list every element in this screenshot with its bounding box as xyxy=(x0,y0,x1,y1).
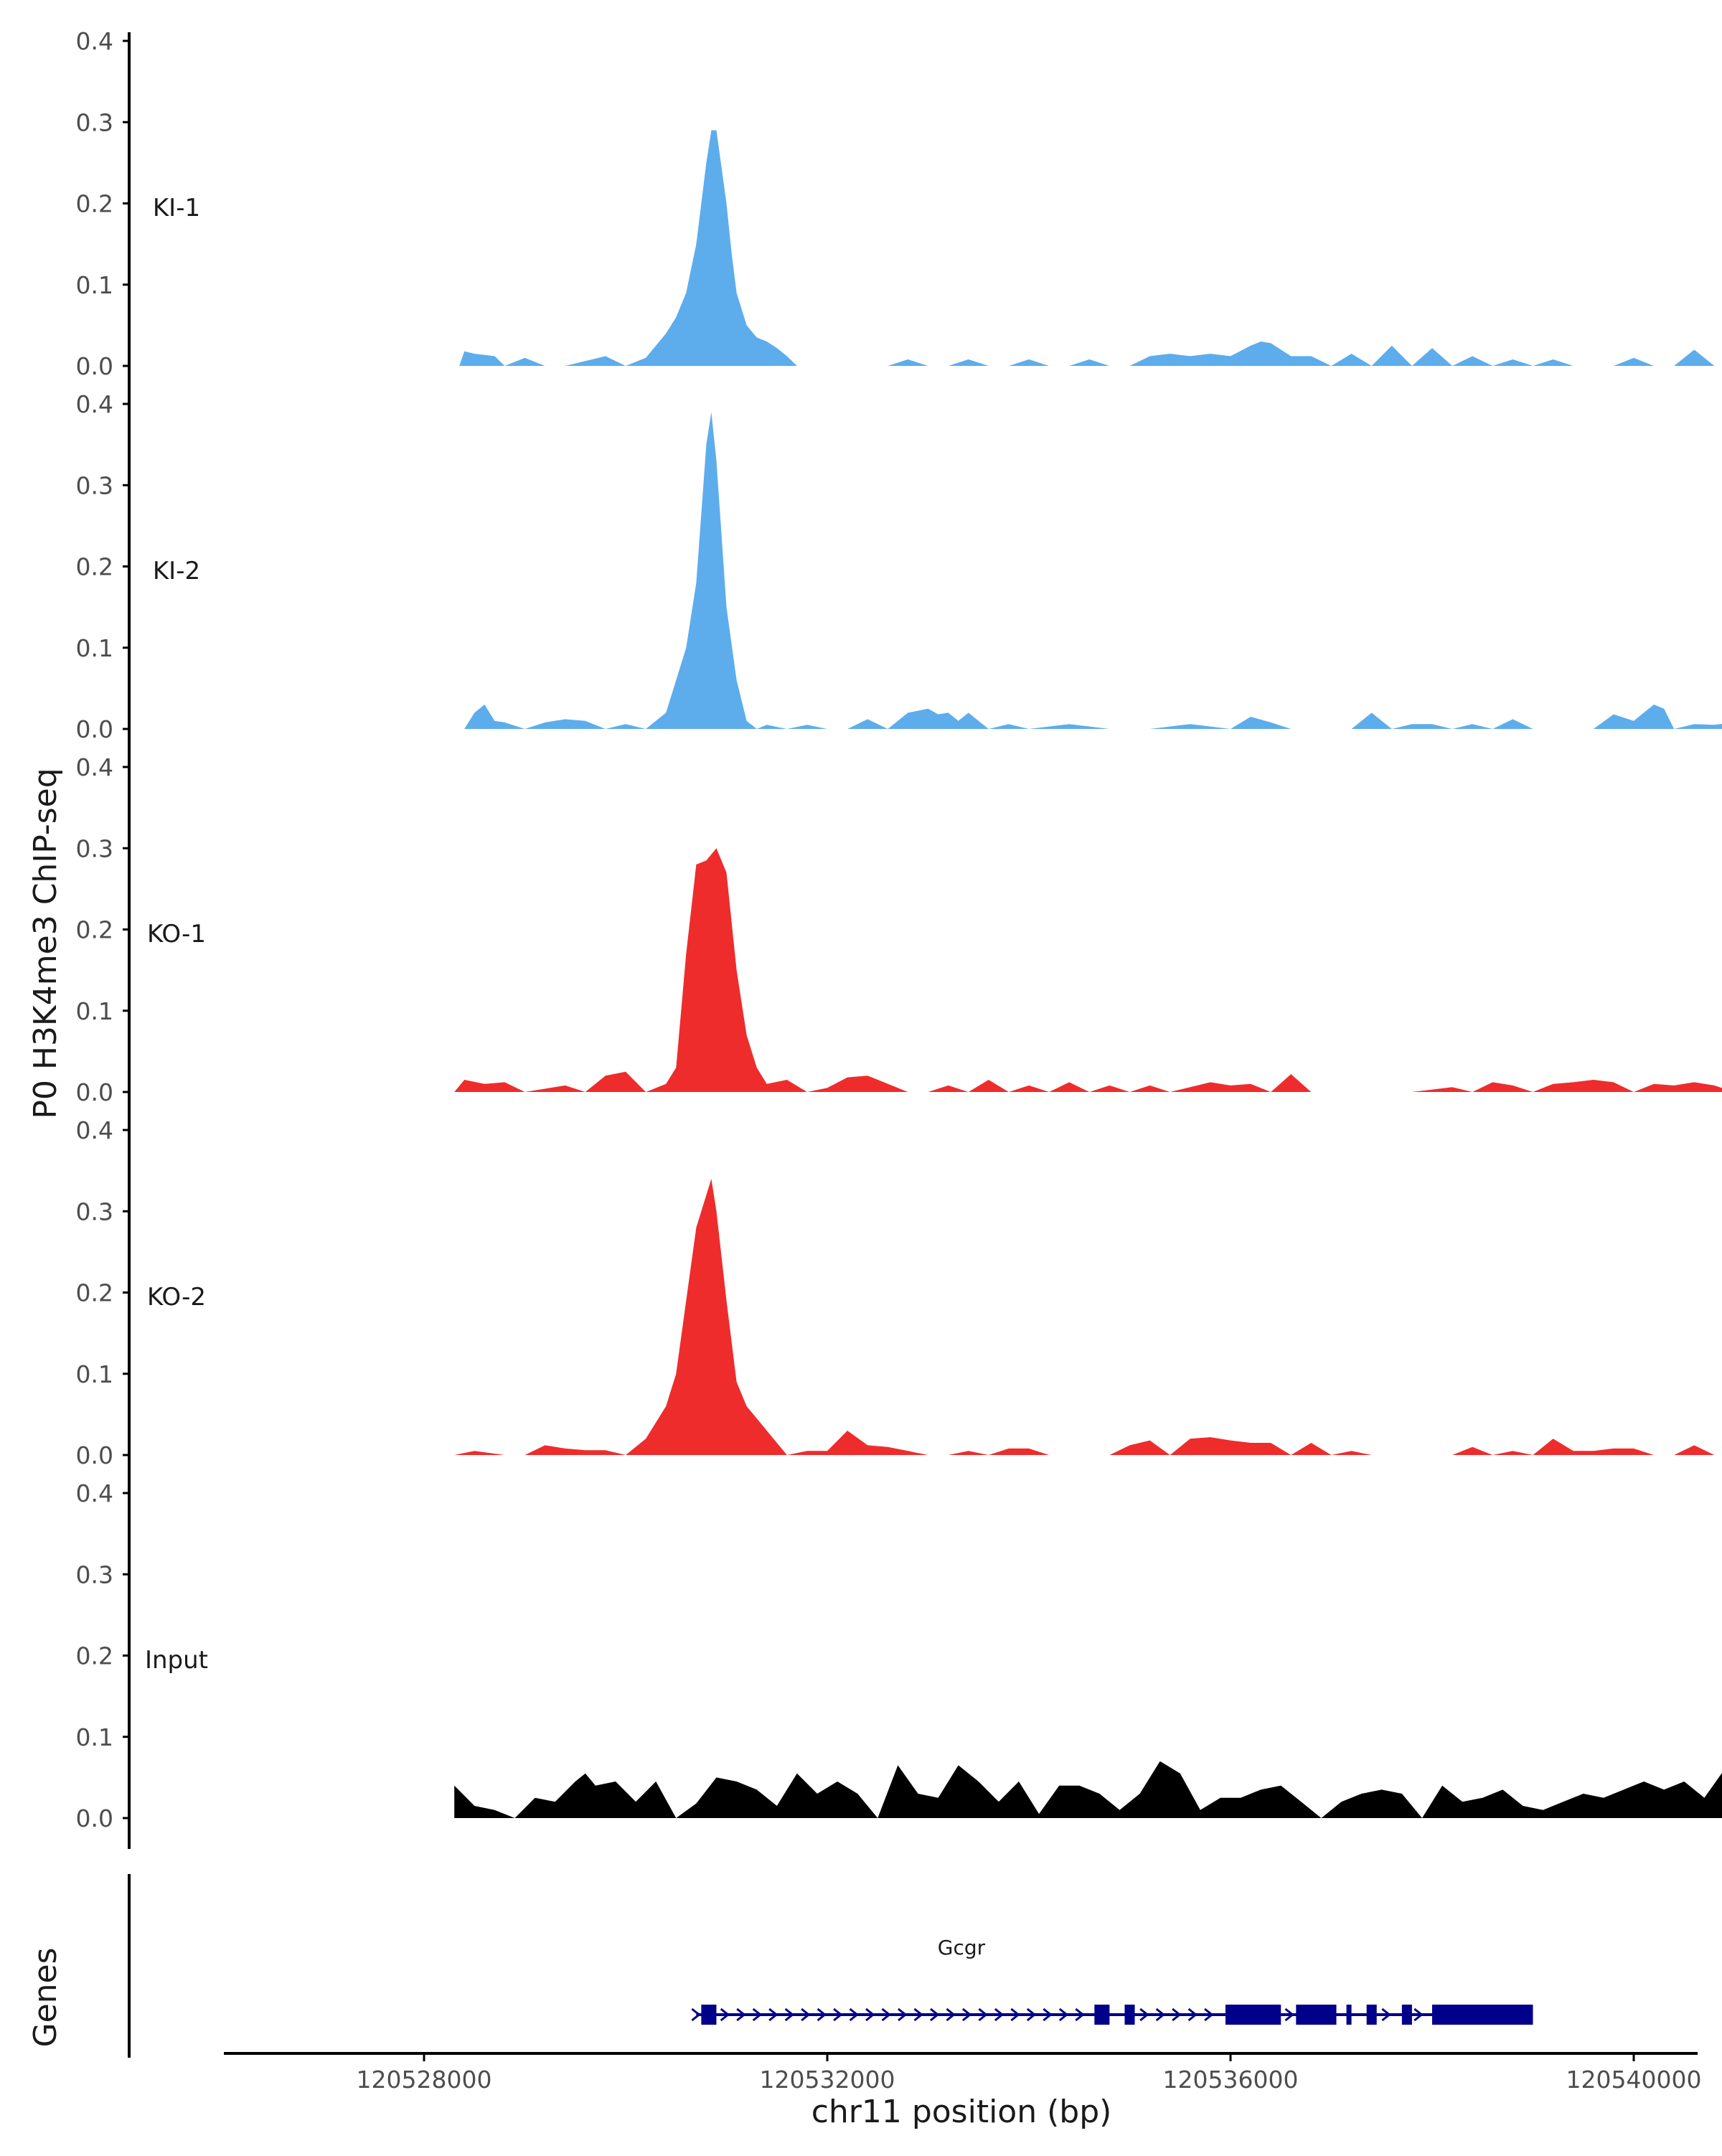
strand-arrow xyxy=(768,2007,778,2022)
strand-arrow xyxy=(1413,2007,1424,2022)
gene-exon xyxy=(701,2005,717,2025)
track-label-KO-1: KO-1 xyxy=(147,920,206,948)
track-label-Input: Input xyxy=(145,1646,208,1675)
y-tick-label: 0.3 xyxy=(76,1197,113,1225)
y-tick-label: 0.2 xyxy=(76,1279,113,1307)
strand-arrow xyxy=(946,2007,956,2022)
gene-exon xyxy=(1225,2005,1281,2025)
track-label-KI-1: KI-1 xyxy=(153,194,200,222)
strand-arrow xyxy=(1058,2007,1069,2022)
y-tick-label: 0.1 xyxy=(76,1723,113,1751)
strand-arrow xyxy=(1155,2007,1166,2022)
y-tick-label: 0.1 xyxy=(76,997,113,1025)
gene-name-label: Gcgr xyxy=(938,1936,986,1959)
y-tick-label: 0.4 xyxy=(76,753,113,781)
y-tick-label: 0.4 xyxy=(76,27,113,55)
strand-arrow xyxy=(691,2007,701,2022)
y-tick-label: 0.0 xyxy=(76,1441,113,1469)
y-tick-label: 0.3 xyxy=(76,834,113,862)
strand-arrow xyxy=(929,2007,940,2022)
strand-arrow xyxy=(720,2007,730,2022)
x-axis-title: chr11 position (bp) xyxy=(811,2094,1112,2130)
strand-arrow xyxy=(784,2007,795,2022)
strand-arrow xyxy=(801,2007,811,2022)
x-tick-label: 120528000 xyxy=(357,2066,492,2094)
y-tick-label: 0.3 xyxy=(76,108,113,136)
y-tick-label: 0.4 xyxy=(76,390,113,418)
strand-arrow xyxy=(1187,2007,1198,2022)
strand-arrow xyxy=(833,2007,843,2022)
strand-arrow xyxy=(752,2007,763,2022)
gene-exon xyxy=(1094,2005,1110,2025)
gene-exon xyxy=(1124,2005,1135,2025)
strand-arrow xyxy=(1139,2007,1149,2022)
gene-exon xyxy=(1432,2005,1533,2025)
strand-arrow xyxy=(1010,2007,1020,2022)
x-tick-label: 120536000 xyxy=(1163,2066,1299,2094)
y-tick-label: 0.0 xyxy=(76,1078,113,1106)
strand-arrow xyxy=(1381,2007,1391,2022)
strand-arrow xyxy=(881,2007,891,2022)
strand-arrow xyxy=(898,2007,908,2022)
y-tick-label: 0.2 xyxy=(76,553,113,581)
x-tick-label: 120540000 xyxy=(1566,2066,1702,2094)
signal-area-KO-1 xyxy=(454,848,1722,1092)
gene-exon xyxy=(1401,2005,1412,2025)
y-tick-label: 0.1 xyxy=(76,271,113,299)
strand-arrow xyxy=(736,2007,746,2022)
gene-exon xyxy=(1366,2005,1377,2025)
strand-arrow xyxy=(994,2007,1004,2022)
strand-arrow xyxy=(1043,2007,1053,2022)
y-tick-label: 0.0 xyxy=(76,1804,113,1832)
y-tick-label: 0.0 xyxy=(76,352,113,380)
track-label-KO-2: KO-2 xyxy=(147,1283,206,1312)
y-tick-label: 0.3 xyxy=(76,1560,113,1588)
strand-arrow xyxy=(1075,2007,1085,2022)
y-tick-label: 0.2 xyxy=(76,916,113,944)
signal-area-KI-1 xyxy=(459,130,1722,366)
gene-exon xyxy=(1346,2005,1352,2025)
gene-exon xyxy=(1296,2005,1337,2025)
y-tick-label: 0.1 xyxy=(76,1360,113,1388)
strand-arrow xyxy=(1284,2007,1294,2022)
strand-arrow xyxy=(913,2007,923,2022)
strand-arrow xyxy=(1026,2007,1037,2022)
strand-arrow xyxy=(1172,2007,1182,2022)
y-tick-label: 0.2 xyxy=(76,190,113,218)
genes-axis-title: Genes xyxy=(27,1947,64,2047)
y-tick-label: 0.0 xyxy=(76,715,113,743)
track-label-KI-2: KI-2 xyxy=(153,557,200,585)
strand-arrow xyxy=(849,2007,859,2022)
y-tick-label: 0.2 xyxy=(76,1642,113,1670)
y-tick-label: 0.1 xyxy=(76,634,113,662)
strand-arrow xyxy=(978,2007,988,2022)
y-tick-label: 0.3 xyxy=(76,471,113,499)
strand-arrow xyxy=(1204,2007,1214,2022)
y-tick-label: 0.4 xyxy=(76,1479,113,1507)
y-axis-title: P0 H3K4me3 ChIP-seq xyxy=(27,768,64,1119)
strand-arrow xyxy=(865,2007,875,2022)
signal-area-KI-2 xyxy=(464,412,1722,729)
x-tick-label: 120532000 xyxy=(760,2066,895,2094)
strand-arrow xyxy=(817,2007,827,2022)
signal-area-KO-2 xyxy=(454,1179,1715,1455)
strand-arrow xyxy=(961,2007,972,2022)
y-tick-label: 0.4 xyxy=(76,1116,113,1144)
signal-area-Input xyxy=(454,1761,1722,1818)
